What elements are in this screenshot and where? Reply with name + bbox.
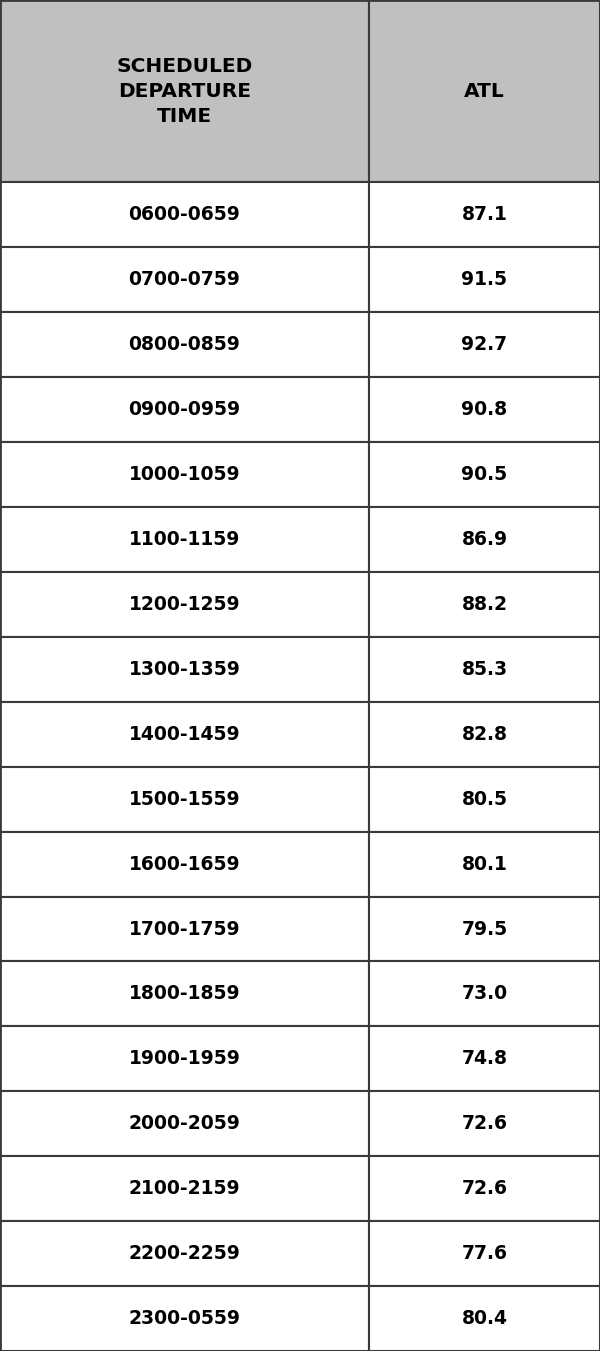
Bar xyxy=(369,247,600,312)
Text: 1000-1059: 1000-1059 xyxy=(128,465,241,484)
Bar xyxy=(369,1156,600,1221)
Bar xyxy=(369,0,600,182)
Text: 0600-0659: 0600-0659 xyxy=(128,205,241,224)
Bar xyxy=(0,962,369,1027)
Text: 1400-1459: 1400-1459 xyxy=(128,724,241,744)
Text: 80.1: 80.1 xyxy=(461,855,508,874)
Bar xyxy=(369,897,600,962)
Bar xyxy=(0,1027,369,1092)
Text: 1300-1359: 1300-1359 xyxy=(128,659,241,678)
Text: 80.4: 80.4 xyxy=(461,1309,508,1328)
Text: 2000-2059: 2000-2059 xyxy=(128,1115,241,1133)
Bar xyxy=(0,701,369,767)
Text: 82.8: 82.8 xyxy=(461,724,508,744)
Bar xyxy=(0,507,369,571)
Text: 1800-1859: 1800-1859 xyxy=(128,985,241,1004)
Text: 79.5: 79.5 xyxy=(461,920,508,939)
Bar xyxy=(0,1092,369,1156)
Text: ATL: ATL xyxy=(464,81,505,101)
Text: 1500-1559: 1500-1559 xyxy=(128,789,241,809)
Bar xyxy=(369,1221,600,1286)
Bar xyxy=(0,182,369,247)
Bar xyxy=(0,377,369,442)
Text: 92.7: 92.7 xyxy=(461,335,508,354)
Text: 91.5: 91.5 xyxy=(461,270,508,289)
Text: 90.8: 90.8 xyxy=(461,400,508,419)
Text: 90.5: 90.5 xyxy=(461,465,508,484)
Text: 88.2: 88.2 xyxy=(461,594,508,613)
Bar xyxy=(369,766,600,832)
Bar xyxy=(0,1286,369,1351)
Bar xyxy=(369,832,600,897)
Bar xyxy=(369,701,600,767)
Text: 85.3: 85.3 xyxy=(461,659,508,678)
Bar xyxy=(0,0,369,182)
Text: 86.9: 86.9 xyxy=(461,530,508,549)
Bar xyxy=(0,571,369,636)
Text: 0900-0959: 0900-0959 xyxy=(128,400,241,419)
Bar xyxy=(369,182,600,247)
Text: 2300-0559: 2300-0559 xyxy=(128,1309,241,1328)
Text: 2100-2159: 2100-2159 xyxy=(128,1179,241,1198)
Bar xyxy=(369,377,600,442)
Bar xyxy=(369,312,600,377)
Bar xyxy=(0,832,369,897)
Bar xyxy=(0,1221,369,1286)
Bar xyxy=(369,1027,600,1092)
Bar xyxy=(0,247,369,312)
Text: 1200-1259: 1200-1259 xyxy=(128,594,241,613)
Text: 77.6: 77.6 xyxy=(461,1244,508,1263)
Bar xyxy=(0,897,369,962)
Text: 74.8: 74.8 xyxy=(461,1050,508,1069)
Text: 87.1: 87.1 xyxy=(461,205,508,224)
Bar xyxy=(0,442,369,507)
Text: 80.5: 80.5 xyxy=(461,789,508,809)
Text: 72.6: 72.6 xyxy=(461,1179,508,1198)
Text: 1100-1159: 1100-1159 xyxy=(129,530,240,549)
Bar xyxy=(0,766,369,832)
Text: 72.6: 72.6 xyxy=(461,1115,508,1133)
Bar xyxy=(369,1286,600,1351)
Text: 2200-2259: 2200-2259 xyxy=(128,1244,241,1263)
Bar xyxy=(0,312,369,377)
Bar xyxy=(369,636,600,701)
Text: 1900-1959: 1900-1959 xyxy=(128,1050,241,1069)
Bar xyxy=(369,571,600,636)
Text: 1600-1659: 1600-1659 xyxy=(128,855,241,874)
Text: SCHEDULED
DEPARTURE
TIME: SCHEDULED DEPARTURE TIME xyxy=(116,57,253,126)
Bar xyxy=(369,442,600,507)
Text: 0700-0759: 0700-0759 xyxy=(128,270,241,289)
Bar xyxy=(0,1156,369,1221)
Bar xyxy=(369,507,600,571)
Text: 0800-0859: 0800-0859 xyxy=(128,335,241,354)
Bar xyxy=(369,962,600,1027)
Bar xyxy=(0,636,369,701)
Text: 73.0: 73.0 xyxy=(461,985,508,1004)
Text: 1700-1759: 1700-1759 xyxy=(128,920,241,939)
Bar xyxy=(369,1092,600,1156)
